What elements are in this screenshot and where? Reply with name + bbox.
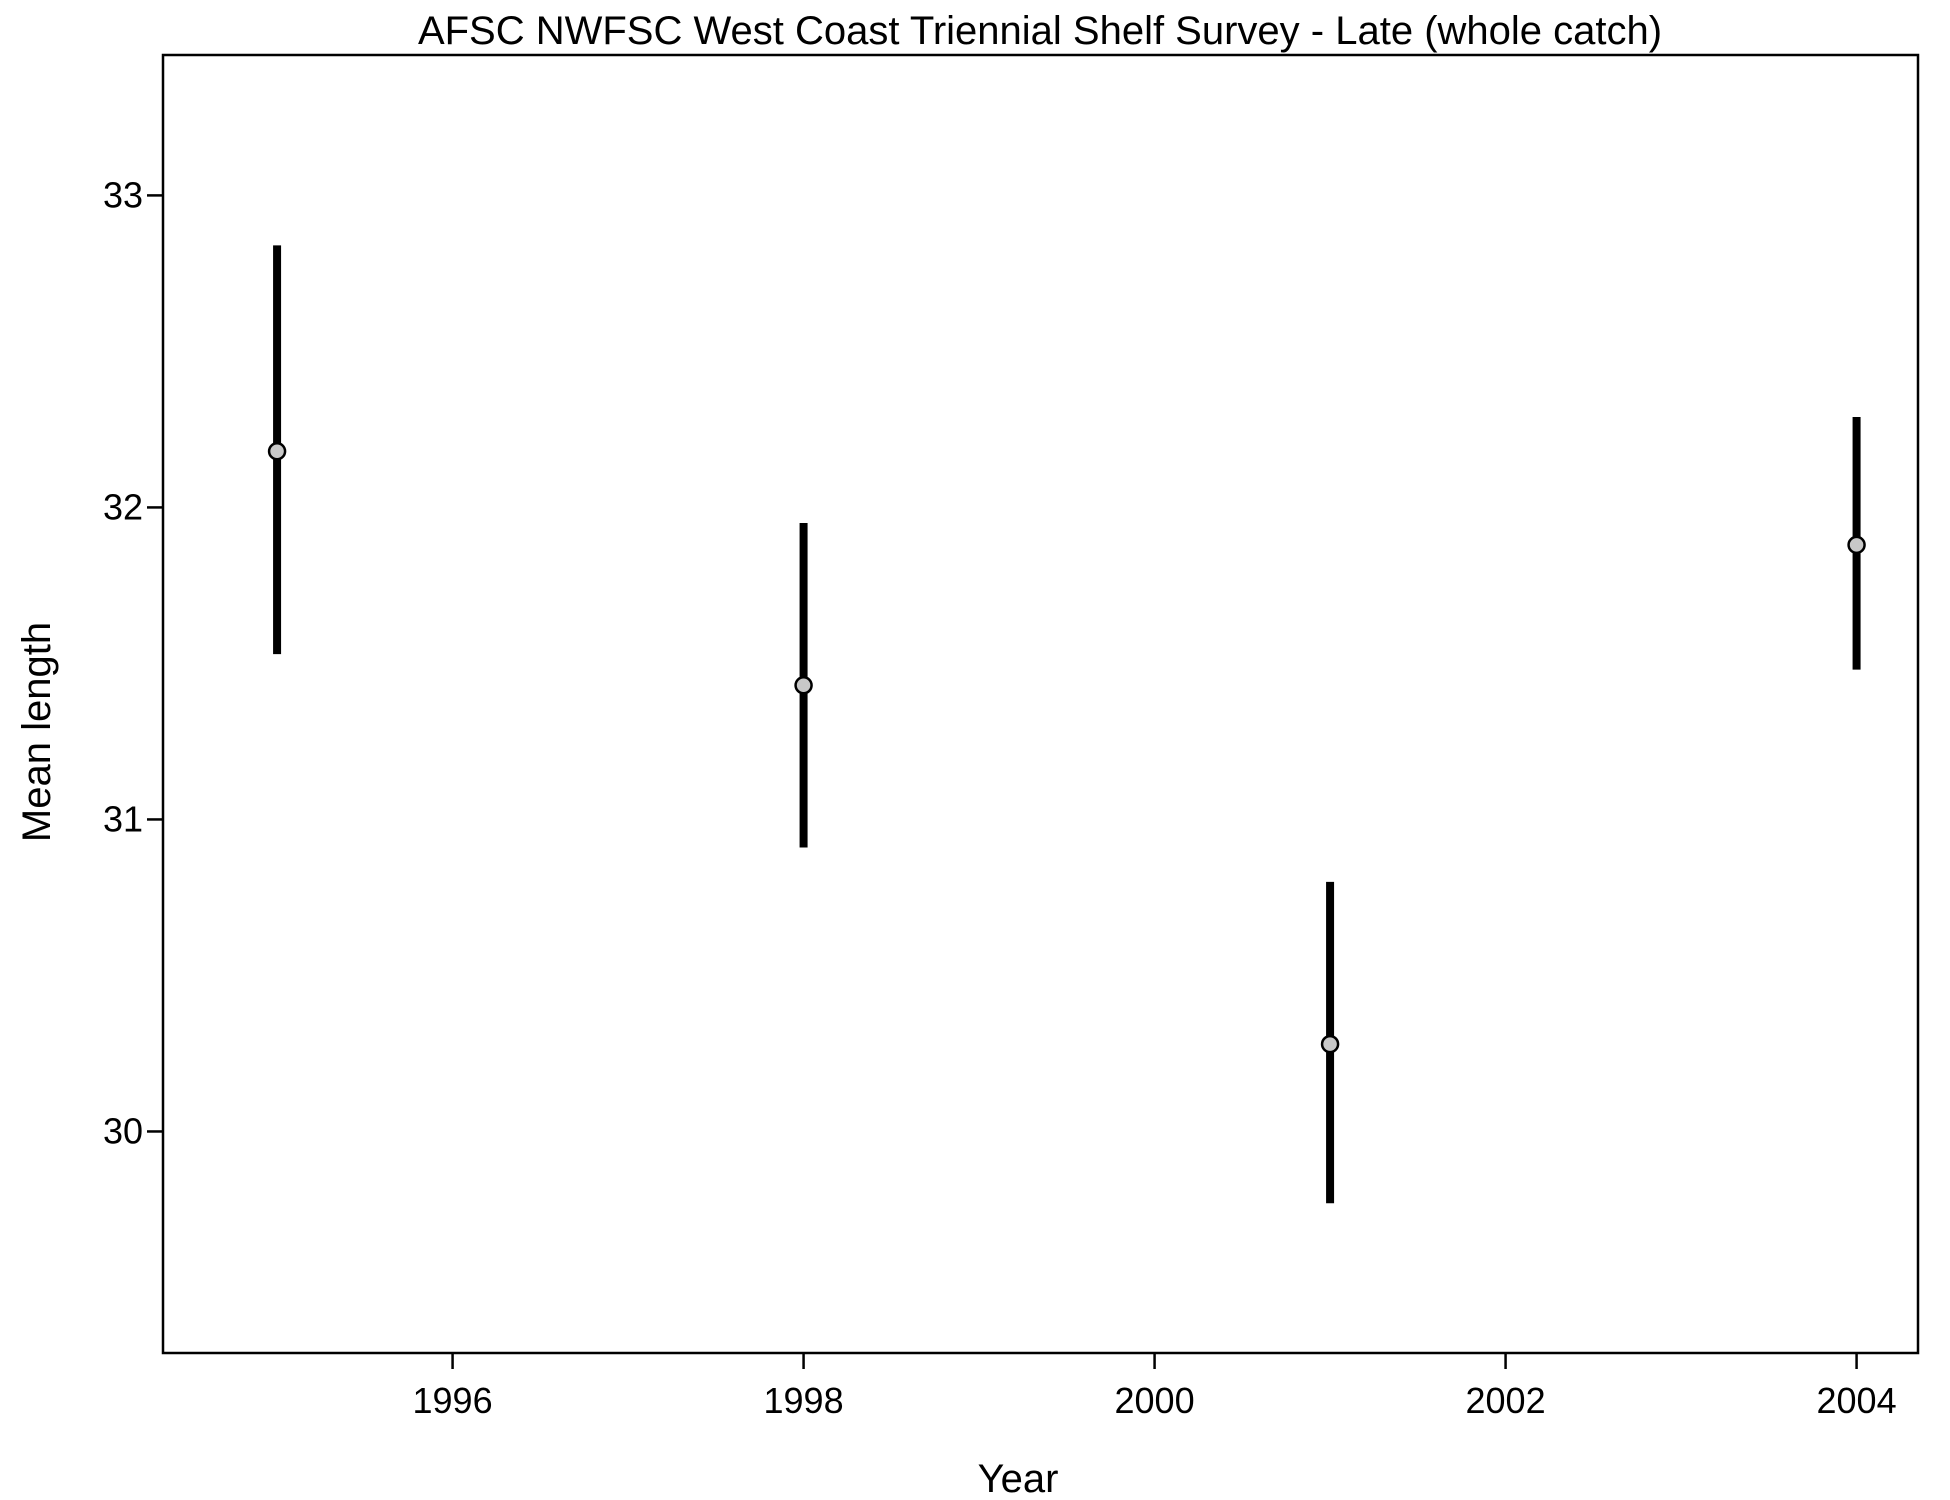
data-point-3 bbox=[1847, 535, 1866, 555]
y-tick-label-2: 32 bbox=[103, 486, 143, 527]
x-tick-label-0: 1996 bbox=[413, 1380, 493, 1421]
chart-title: AFSC NWFSC West Coast Triennial Shelf Su… bbox=[418, 9, 1662, 53]
data-point-2 bbox=[1320, 1034, 1340, 1054]
data-point-0 bbox=[267, 442, 287, 461]
y-axis-label: Mean length bbox=[15, 622, 59, 842]
plot-frame bbox=[161, 53, 1920, 1355]
plot-area: 1996 1998 2000 2002 2004 30 31 32 33 bbox=[103, 53, 1920, 1421]
y-tick-label-3: 33 bbox=[103, 174, 143, 215]
x-axis-label: Year bbox=[978, 1457, 1059, 1500]
x-tick-label-2: 2000 bbox=[1115, 1380, 1195, 1421]
y-tick-label-1: 31 bbox=[103, 798, 143, 839]
x-tick-label-1: 1998 bbox=[764, 1380, 844, 1421]
x-tick-label-4: 2004 bbox=[1817, 1380, 1897, 1421]
y-tick-label-0: 30 bbox=[103, 1110, 143, 1151]
x-tick-label-3: 2002 bbox=[1466, 1380, 1546, 1421]
data-point-1 bbox=[794, 676, 813, 695]
